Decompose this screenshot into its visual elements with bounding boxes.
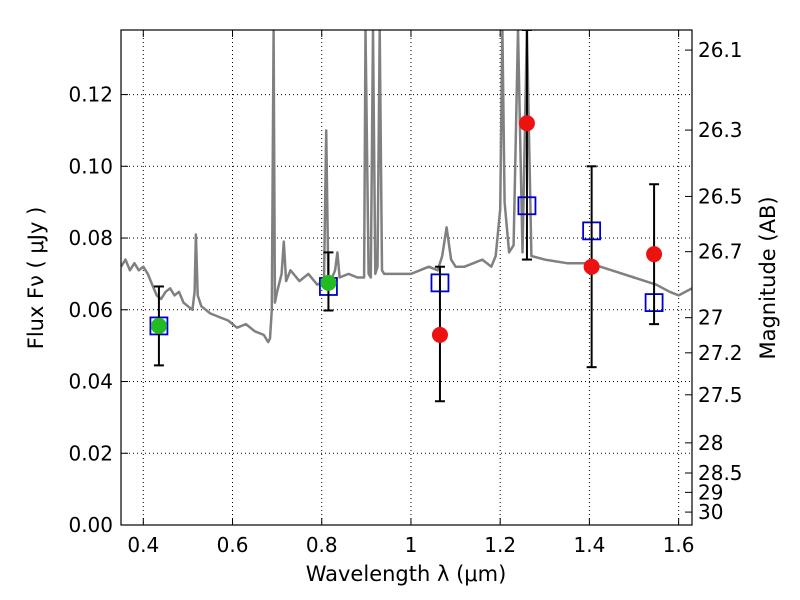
mag-tick-label: 27.2: [698, 341, 743, 365]
x-tick-label: 1.4: [573, 533, 605, 557]
y2-axis-label: Magnitude (AB): [756, 196, 780, 359]
green-data-point: [320, 274, 337, 291]
x-tick-label: 1: [405, 533, 418, 557]
mag-tick-label: 27: [698, 306, 723, 330]
y-tick-label: 0.02: [68, 441, 113, 465]
red-data-point: [583, 258, 600, 275]
mag-tick-label: 28.5: [698, 461, 743, 485]
mag-tick-label: 26.3: [698, 118, 743, 142]
mag-tick-label: 26.7: [698, 240, 743, 264]
x-tick-label: 1.6: [663, 533, 695, 557]
grid-lines: [121, 30, 692, 526]
axes: 0.4 0.6 0.8 1 1.2 1.4 1.6 0.00 0.02 0.04 0.06 0.08 0…: [68, 30, 743, 557]
mag-tick-label: 26.5: [698, 184, 743, 208]
y-axis-label: Flux Fν ( μJy ): [24, 207, 48, 350]
y-tick-label: 0.00: [68, 513, 113, 537]
red-data-point: [518, 115, 535, 132]
x-tick-label: 1.2: [484, 533, 516, 557]
plot-frame: [120, 29, 693, 526]
red-data-point: [646, 246, 663, 263]
red-data-point: [431, 326, 448, 343]
y-tick-label: 0.08: [68, 226, 113, 250]
y-tick-label: 0.04: [68, 370, 113, 394]
mag-tick-label: 26.1: [698, 38, 743, 62]
y-tick-label: 0.12: [68, 83, 113, 107]
x-tick-label: 0.4: [127, 533, 159, 557]
x-tick-label: 0.6: [217, 533, 249, 557]
mag-tick-label: 28: [698, 431, 723, 455]
x-axis-label: Wavelength λ (μm): [306, 562, 507, 586]
mag-tick-label: 27.5: [698, 383, 743, 407]
green-data-point: [150, 317, 167, 334]
mag-tick-label: 30: [698, 500, 723, 524]
spectrum-line: [121, 30, 692, 344]
y-tick-label: 0.10: [68, 154, 113, 178]
mag-tick-label: 29: [698, 480, 723, 504]
plot-area: [121, 30, 692, 403]
y-tick-label: 0.06: [68, 298, 113, 322]
x-tick-label: 0.8: [306, 533, 338, 557]
